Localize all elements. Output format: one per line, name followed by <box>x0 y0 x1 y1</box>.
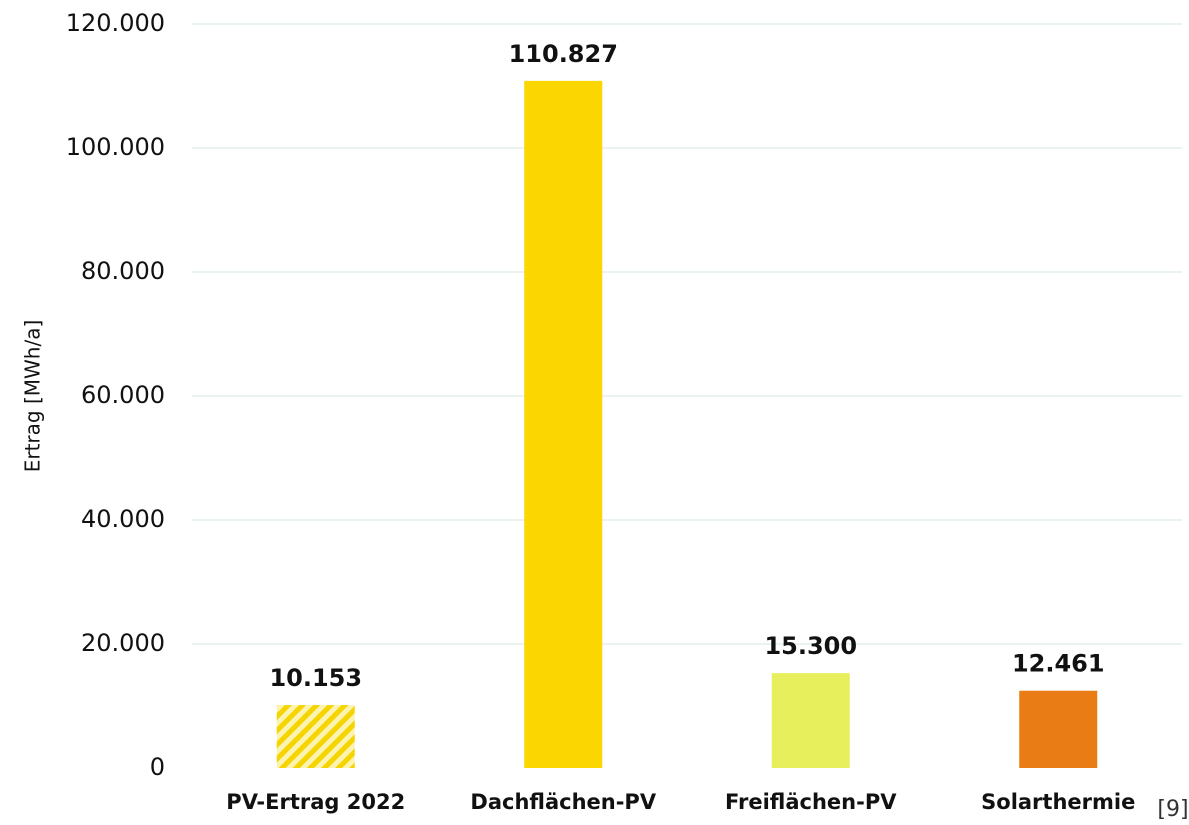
y-tick-label: 20.000 <box>81 629 165 657</box>
data-label: 110.827 <box>509 40 618 68</box>
x-tick-label: PV-Ertrag 2022 <box>226 790 405 814</box>
x-tick-label: Solarthermie <box>981 790 1135 814</box>
y-tick-label: 40.000 <box>81 505 165 533</box>
y-tick-label: 60.000 <box>81 381 165 409</box>
y-tick-label: 100.000 <box>66 133 165 161</box>
data-label: 15.300 <box>764 632 857 660</box>
bar <box>1019 690 1098 768</box>
y-axis-label: Ertrag [MWh/a] <box>21 320 45 473</box>
data-label: 10.153 <box>269 664 362 692</box>
bar <box>524 80 603 768</box>
y-tick-label: 80.000 <box>81 257 165 285</box>
x-tick-label: Dachflächen-PV <box>470 790 656 814</box>
bar <box>276 705 355 768</box>
y-tick-label: 0 <box>150 753 165 781</box>
x-tick-label: Freiflächen-PV <box>725 790 897 814</box>
data-label: 12.461 <box>1012 650 1105 678</box>
annotation: [9] <box>1157 797 1188 822</box>
bar <box>771 673 850 768</box>
y-tick-label: 120.000 <box>66 9 165 37</box>
